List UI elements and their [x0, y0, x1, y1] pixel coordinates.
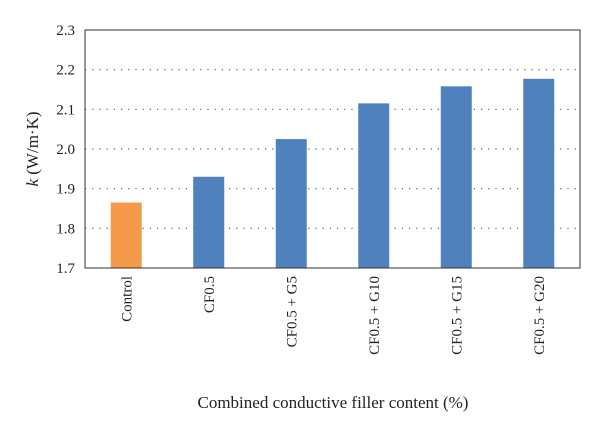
bar [110, 202, 142, 268]
y-tick-labels: 1.7 1.8 1.9 2.0 2.1 2.2 2.3 [56, 23, 75, 277]
bar [358, 103, 390, 268]
plot-area [85, 30, 580, 268]
x-tick-label: CF0.5 + G10 [367, 276, 383, 355]
x-tick-labels: Control CF0.5 CF0.5 + G5 CF0.5 + G10 CF0.5 +… [119, 276, 548, 355]
plot-frame [84, 29, 581, 269]
bars [110, 78, 555, 269]
y-tick-label: 1.7 [56, 261, 75, 277]
bar [275, 139, 307, 268]
x-tick-label: CF0.5 + G15 [449, 276, 465, 355]
y-tick-label: 1.8 [56, 221, 75, 237]
bar [440, 86, 472, 269]
y-tick-label: 2.1 [56, 102, 75, 118]
y-tick-label: 2.3 [56, 23, 75, 39]
bar [193, 176, 225, 268]
y-axis-title: k (W/m·K) [23, 111, 42, 186]
x-tick-label: CF0.5 + G5 [284, 276, 300, 347]
x-tick-label: CF0.5 + G20 [532, 276, 548, 355]
bar [523, 78, 555, 268]
x-axis-title: Combined conductive filler content (%) [198, 393, 469, 412]
x-tick-label: CF0.5 [202, 276, 218, 313]
x-tick-label: Control [119, 276, 135, 322]
y-tick-label: 2.2 [56, 63, 75, 79]
y-tick-label: 1.9 [56, 182, 75, 198]
y-tick-label: 2.0 [56, 142, 75, 158]
